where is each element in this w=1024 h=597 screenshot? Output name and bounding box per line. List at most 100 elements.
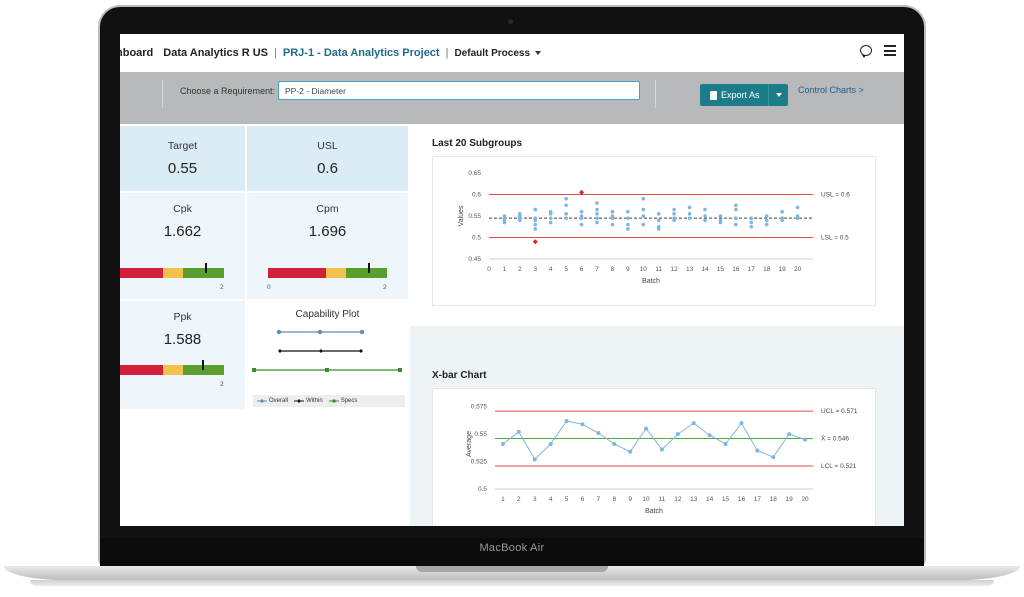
chat-icon[interactable] <box>860 45 872 58</box>
subgroups-chart: 0.450.50.550.60.650 1 2 3 4 5 6 7 8 9 10 11 12 13 14 15… <box>458 170 850 285</box>
x-tick-label: 20 <box>801 496 809 503</box>
legend-label: Overall <box>269 398 289 404</box>
x-tick-label: 16 <box>732 266 740 273</box>
gauge-marker <box>201 360 204 370</box>
gauge-red-zone <box>268 268 326 278</box>
target-card: Target 0.55 <box>120 126 245 191</box>
data-point <box>595 216 599 220</box>
app-screen: nboard Data Analytics R US | PRJ-1 - Dat… <box>120 34 904 526</box>
gauge-red-zone <box>120 365 163 375</box>
gauge-red-zone <box>120 268 163 278</box>
spec-limit-label: USL = 0.6 <box>821 192 850 199</box>
x-tick-label: 13 <box>690 496 698 503</box>
y-axis-title: Values <box>458 205 465 226</box>
export-label: Export As <box>721 90 760 100</box>
x-tick-label: 10 <box>642 496 650 503</box>
export-main[interactable]: Export As <box>700 90 768 100</box>
y-axis-title: Average <box>466 431 473 457</box>
usl-value: 0.6 <box>317 160 338 177</box>
laptop-foot <box>30 580 994 586</box>
control-charts-link[interactable]: Control Charts > <box>798 85 864 95</box>
data-point <box>672 218 676 223</box>
x-tick-label: 1 <box>503 266 507 273</box>
data-point <box>749 220 754 225</box>
cpm-gauge <box>268 263 387 278</box>
usl-card: USL 0.6 <box>247 126 408 191</box>
capability-plot-card: Capability Plot Ove <box>247 301 408 409</box>
data-point <box>764 218 769 223</box>
data-point <box>548 220 553 225</box>
data-point <box>502 220 507 225</box>
breadcrumb-project[interactable]: PRJ-1 - Data Analytics Project <box>282 47 440 59</box>
data-point <box>703 218 707 223</box>
data-point <box>641 214 646 218</box>
capability-plot <box>252 329 402 372</box>
y-tick-label: 0.65 <box>468 170 481 177</box>
x-tick-label: 7 <box>595 266 599 273</box>
x-tick-label: 12 <box>674 496 682 503</box>
x-tick-label: 11 <box>655 266 662 273</box>
overall-bar <box>276 329 365 335</box>
data-point <box>656 212 661 216</box>
y-tick-label: 0.5 <box>472 235 481 242</box>
x-tick-label: 18 <box>763 266 771 273</box>
gauge-green-zone <box>183 365 224 375</box>
cpk-card: Cpk 1.662 2 <box>120 193 245 299</box>
x-tick-label: 15 <box>717 266 725 273</box>
data-point <box>644 426 649 431</box>
target-value: 0.55 <box>167 160 198 177</box>
toolbar: Choose a Requirement: PP-2 - Diameter Ex… <box>120 72 904 124</box>
data-point <box>564 197 568 201</box>
control-limit-label: LCL = 0.521 <box>821 463 857 470</box>
data-point <box>780 218 784 223</box>
gauge-yellow-zone <box>163 268 183 278</box>
data-point <box>687 212 692 216</box>
ppk-value: 1.588 <box>163 331 202 348</box>
data-point <box>518 218 522 223</box>
legend-specs: Specs <box>328 398 357 404</box>
gauge-max-tick: 2 <box>383 284 387 291</box>
charts-area: Last 20 Subgroups 0.45 0.5 0.55 0.6 0.65 0 1 2 3… <box>410 126 904 526</box>
export-dropdown-toggle[interactable] <box>768 84 788 106</box>
legend-label: Within <box>306 398 323 404</box>
data-point <box>687 216 692 220</box>
subgroups-title: Last 20 Subgroups <box>432 138 523 149</box>
x-tick-label: 2 <box>518 266 522 273</box>
data-point <box>641 222 646 227</box>
y-tick-label: 0.525 <box>471 459 488 466</box>
breadcrumb-org[interactable]: Data Analytics R US <box>163 47 269 59</box>
x-tick-label: 14 <box>706 496 714 503</box>
x-tick-label: 13 <box>686 266 694 273</box>
x-tick-label: 5 <box>564 266 568 273</box>
requirement-select[interactable]: PP-2 - Diameter <box>278 81 640 100</box>
laptop-chin <box>100 538 924 566</box>
data-point <box>672 212 676 216</box>
data-point <box>548 216 553 220</box>
x-tick-label: 8 <box>612 496 616 503</box>
x-tick-label: 14 <box>701 266 709 273</box>
data-point <box>672 207 676 212</box>
gauge-max-tick: 2 <box>220 381 224 388</box>
x-tick-label: 1 <box>501 496 505 503</box>
export-button[interactable]: Export As <box>700 84 788 106</box>
control-limit-label: X̄ = 0.546 <box>821 435 849 443</box>
x-tick-label: 17 <box>754 496 762 503</box>
data-point <box>579 209 584 214</box>
data-point <box>764 222 769 227</box>
data-point <box>595 220 599 225</box>
hamburger-menu-icon[interactable] <box>884 45 896 56</box>
data-point <box>626 222 630 227</box>
subgroups-panel: Last 20 Subgroups 0.45 0.5 0.55 0.6 0.65 0 1 2 3… <box>410 126 904 326</box>
data-point <box>596 431 601 436</box>
data-point <box>628 449 633 454</box>
data-point <box>687 205 692 210</box>
breadcrumb-dashboard[interactable]: nboard <box>120 47 154 59</box>
data-point <box>749 216 754 220</box>
x-tick-label: 9 <box>626 266 630 273</box>
subgroups-chart-box: 0.45 0.5 0.55 0.6 0.65 0 1 2 3 4 5 6 7 8 9 10 11 12 13 14 15… <box>432 156 876 306</box>
data-point <box>564 203 568 208</box>
cpm-value: 1.696 <box>308 223 347 240</box>
process-dropdown[interactable]: Default Process <box>454 47 542 59</box>
